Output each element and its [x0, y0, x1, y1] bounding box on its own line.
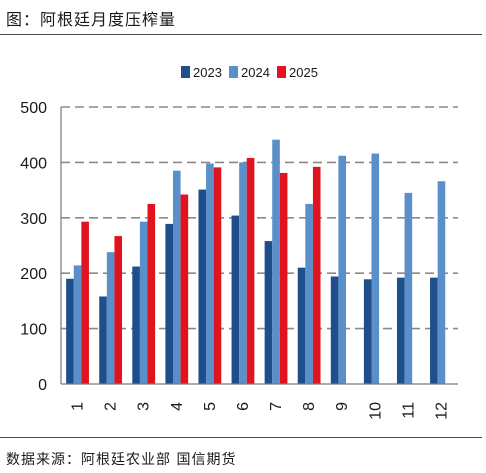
- legend-swatch-2025: [277, 66, 286, 78]
- bar-2024-8: [305, 203, 313, 384]
- x-tick-label: 12: [433, 402, 450, 420]
- bar-2023-8: [297, 267, 306, 384]
- bar-2025-4: [180, 194, 189, 384]
- bar-2023-1: [66, 278, 74, 384]
- x-tick-label: 2: [103, 402, 120, 411]
- bar-2023-10: [363, 279, 372, 384]
- bar-2025-8: [312, 166, 321, 384]
- bar-2023-3: [132, 266, 140, 384]
- legend: 2023 2024 2025: [181, 65, 318, 80]
- bar-2023-6: [231, 215, 240, 384]
- bar-2024-6: [239, 162, 247, 384]
- legend-label-2023: 2023: [193, 65, 222, 80]
- bar-2024-4: [172, 170, 181, 384]
- bar-2025-5: [213, 167, 222, 384]
- bar-2024-1: [73, 265, 82, 384]
- bar-2023-2: [99, 296, 107, 384]
- bar-2023-12: [430, 277, 438, 384]
- legend-label-2024: 2024: [241, 65, 270, 80]
- x-tick-label: 6: [235, 402, 252, 411]
- gridlines: [61, 106, 458, 330]
- legend-label-2025: 2025: [289, 65, 318, 80]
- bottom-divider: [0, 437, 482, 438]
- y-tick-label: 200: [20, 266, 47, 283]
- bar-2024-9: [338, 155, 347, 384]
- x-tick-label: 10: [367, 402, 384, 420]
- bar-2024-2: [106, 252, 115, 384]
- bar-2024-12: [437, 181, 446, 384]
- y-tick-label: 500: [20, 100, 47, 117]
- bar-2023-5: [198, 189, 207, 384]
- x-tick-label: 9: [334, 402, 351, 411]
- bar-2025-6: [246, 157, 255, 384]
- bars: [66, 139, 446, 384]
- y-tick-label: 0: [38, 377, 47, 394]
- bar-2025-2: [114, 236, 123, 384]
- bar-2024-11: [404, 192, 413, 384]
- bar-2023-11: [396, 277, 405, 384]
- legend-swatch-2023: [181, 66, 190, 78]
- figure-title: 图：阿根廷月度压榨量: [6, 10, 177, 29]
- y-tick-label: 100: [20, 322, 47, 339]
- bar-2025-3: [147, 203, 156, 384]
- x-tick-label: 7: [268, 402, 285, 411]
- bar-2024-3: [139, 221, 148, 384]
- x-tick-label: 11: [400, 402, 417, 419]
- source-note: 数据来源：阿根廷农业部 国信期货: [6, 452, 237, 468]
- x-tick-label: 4: [169, 402, 186, 411]
- legend-swatch-2024: [229, 66, 238, 78]
- y-tick-labels: 0 100 200 300 400 500: [20, 100, 47, 394]
- bar-2024-7: [272, 139, 280, 384]
- top-divider: [0, 34, 482, 35]
- bar-2025-7: [279, 172, 288, 384]
- x-tick-label: 3: [136, 402, 153, 411]
- bar-2023-9: [330, 276, 339, 384]
- x-tick-label: 8: [301, 402, 318, 411]
- bar-2024-5: [206, 163, 214, 384]
- x-tick-label: 5: [202, 402, 219, 411]
- x-tick-labels: 1 2 3 4 5 6 7 8 9 10 11 12: [70, 402, 451, 420]
- x-tick-label: 1: [70, 402, 87, 411]
- y-tick-label: 300: [20, 211, 47, 228]
- axes: [60, 107, 458, 385]
- y-tick-label: 400: [20, 155, 47, 172]
- bar-2023-4: [165, 223, 173, 384]
- bar-2025-1: [81, 221, 89, 384]
- bar-2023-7: [264, 241, 273, 384]
- bar-2024-10: [371, 153, 380, 384]
